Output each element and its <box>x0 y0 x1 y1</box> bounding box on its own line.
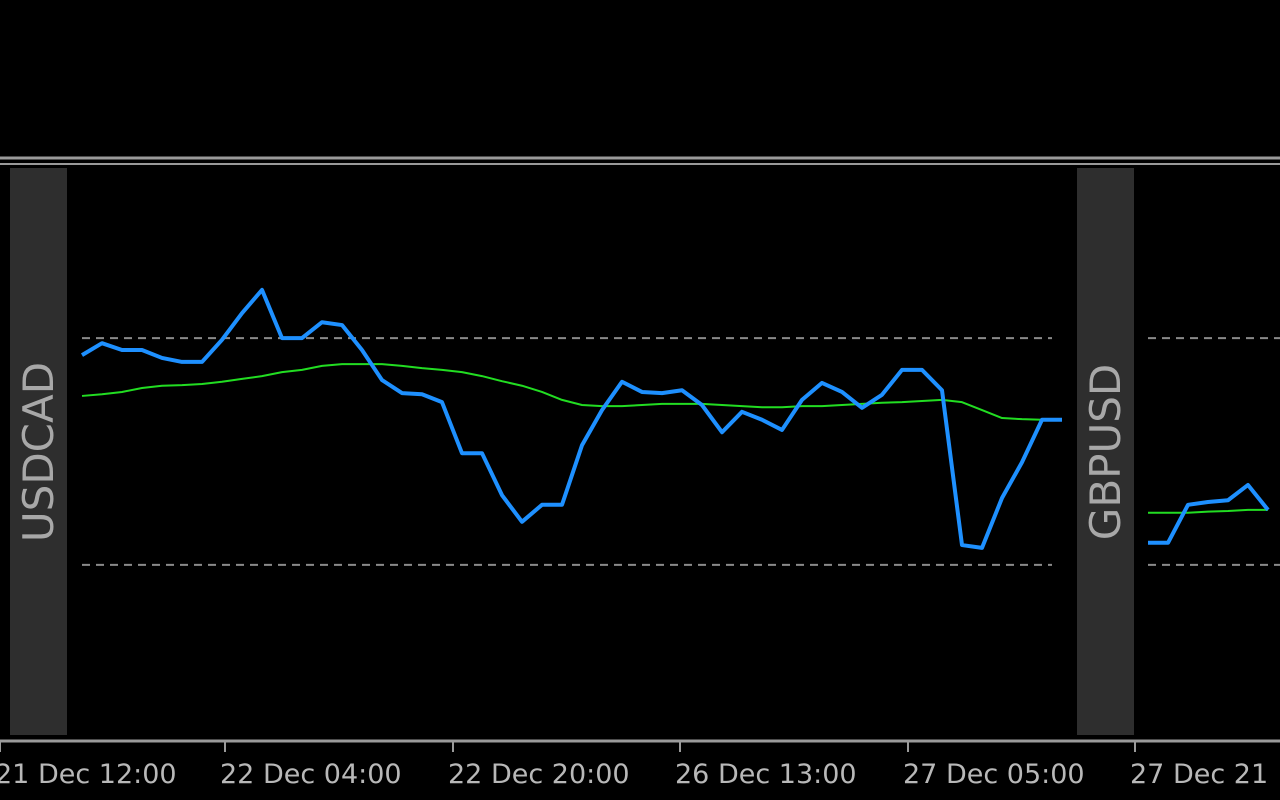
x-tick-label: 22 Dec 04:00 <box>220 759 402 790</box>
indicator-line <box>1148 482 1270 545</box>
panel-title: USDCAD <box>14 362 63 542</box>
panel-label-strip <box>10 168 67 735</box>
indicator-line <box>80 287 1062 550</box>
x-tick-label: 26 Dec 13:00 <box>675 759 857 790</box>
panel-label-strip <box>1077 168 1134 735</box>
signal-line <box>81 363 1062 421</box>
x-tick-label: 27 Dec 05:00 <box>903 759 1085 790</box>
x-tick-label: 22 Dec 20:00 <box>448 759 630 790</box>
signal-line <box>1148 508 1268 514</box>
x-tick-label: 21 Dec 12:00 <box>0 759 177 790</box>
x-tick-label: 27 Dec 21 <box>1130 759 1268 790</box>
panel-title: GBPUSD <box>1081 364 1130 540</box>
